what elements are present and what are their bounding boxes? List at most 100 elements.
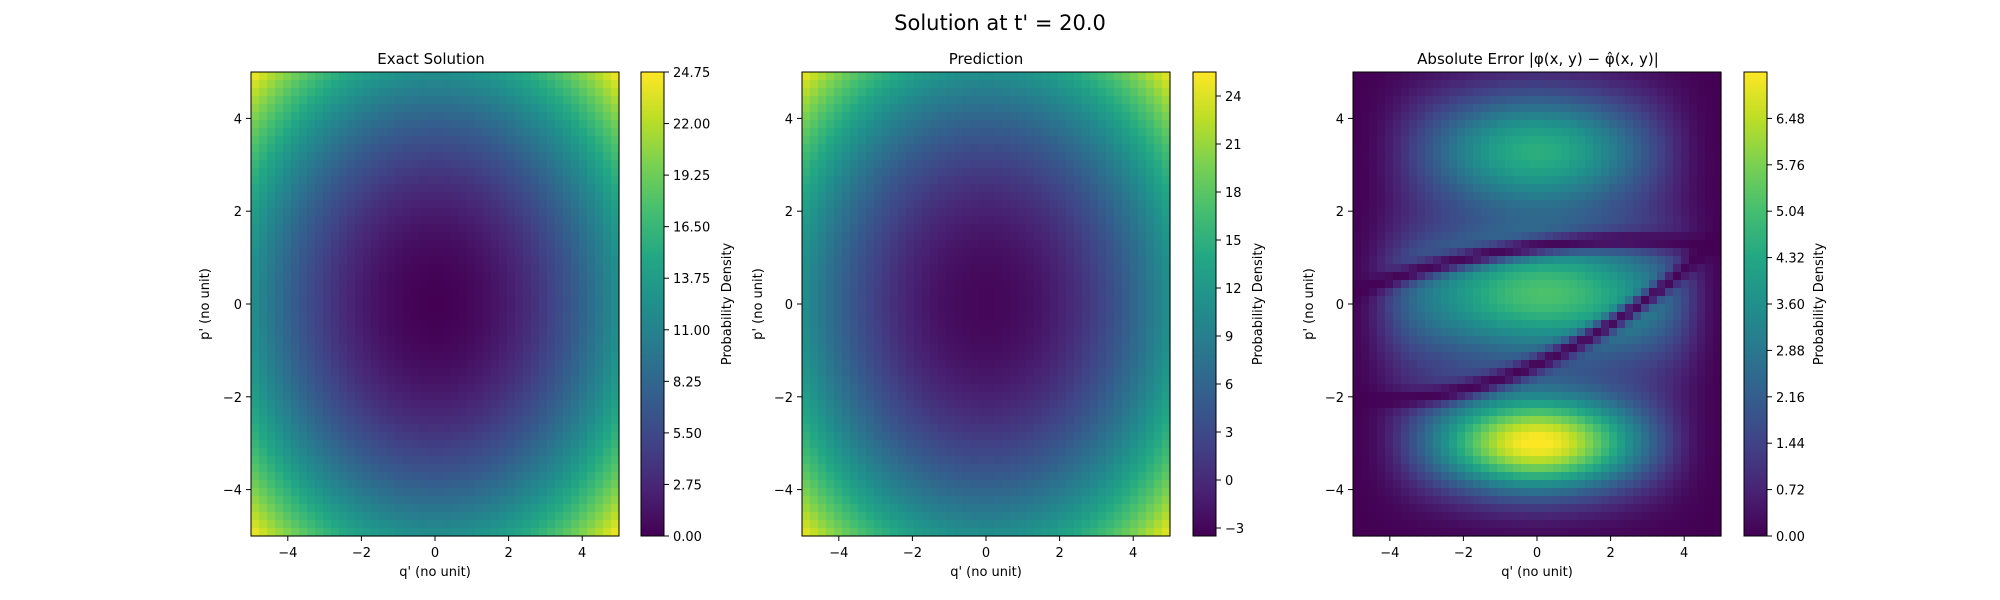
heatmap-cell [1058, 216, 1067, 225]
heatmap-cell [563, 304, 572, 313]
heatmap-cell [379, 392, 388, 401]
heatmap-cell [371, 136, 380, 145]
heatmap-cell [379, 368, 388, 377]
heatmap-cell [994, 352, 1003, 361]
heatmap-cell [283, 464, 292, 473]
heatmap-cell [938, 304, 947, 313]
heatmap-cell [962, 328, 971, 337]
heatmap-cell [954, 168, 963, 177]
heatmap-cell [451, 80, 460, 89]
heatmap-cell [595, 464, 604, 473]
heatmap-cell [898, 376, 907, 385]
heatmap-cell [403, 408, 412, 417]
heatmap-cell [499, 480, 508, 489]
heatmap-cell [611, 328, 620, 337]
heatmap-cell [810, 272, 819, 281]
heatmap-cell [299, 336, 308, 345]
heatmap-cell [491, 336, 500, 345]
heatmap-cell [571, 344, 580, 353]
heatmap-cell [850, 136, 859, 145]
heatmap-cell [1034, 224, 1043, 233]
heatmap-cell [1010, 240, 1019, 249]
heatmap-cell [507, 136, 516, 145]
heatmap-cell [435, 488, 444, 497]
heatmap-cell [411, 320, 420, 329]
heatmap-cell [355, 232, 364, 241]
heatmap-cell [1050, 320, 1059, 329]
heatmap-cell [459, 152, 468, 161]
heatmap-cell [1162, 104, 1171, 113]
heatmap-cell [858, 248, 867, 257]
heatmap-cell [563, 288, 572, 297]
heatmap-cell [515, 528, 524, 537]
heatmap-cell [1074, 80, 1083, 89]
heatmap-cell [403, 360, 412, 369]
heatmap-cell [467, 168, 476, 177]
heatmap-cell [395, 328, 404, 337]
heatmap-cell [491, 440, 500, 449]
heatmap-cell [443, 520, 452, 529]
heatmap-cell [563, 128, 572, 137]
heatmap-cell [1162, 232, 1171, 241]
heatmap-cell [1002, 224, 1011, 233]
heatmap-cell [930, 280, 939, 289]
heatmap-cell [1018, 248, 1027, 257]
heatmap-cell [451, 112, 460, 121]
heatmap-cell [1090, 208, 1099, 217]
heatmap-cell [475, 176, 484, 185]
heatmap-cell [371, 416, 380, 425]
heatmap-cell [834, 376, 843, 385]
heatmap-cell [515, 480, 524, 489]
heatmap-cell [1018, 424, 1027, 433]
heatmap-cell [283, 264, 292, 273]
heatmap-cell [898, 128, 907, 137]
heatmap-cell [930, 408, 939, 417]
heatmap-cell [810, 320, 819, 329]
heatmap-cell [611, 320, 620, 329]
heatmap-cell [491, 232, 500, 241]
heatmap-cell [962, 320, 971, 329]
heatmap-cell [275, 360, 284, 369]
heatmap-cell [323, 440, 332, 449]
heatmap-cell [850, 416, 859, 425]
heatmap-cell [842, 456, 851, 465]
heatmap-cell [603, 88, 612, 97]
heatmap-cell [323, 224, 332, 233]
heatmap-cell [323, 312, 332, 321]
heatmap-cell [531, 320, 540, 329]
heatmap-cell [946, 72, 955, 81]
heatmap-cell [818, 136, 827, 145]
heatmap-cell [515, 248, 524, 257]
heatmap-cell [930, 416, 939, 425]
heatmap-cell [850, 144, 859, 153]
heatmap-cell [1074, 136, 1083, 145]
heatmap-cell [1058, 256, 1067, 265]
heatmap-cell [459, 464, 468, 473]
heatmap-cell [547, 504, 556, 513]
heatmap-cell [307, 392, 316, 401]
heatmap-cell [387, 368, 396, 377]
heatmap-cell [331, 160, 340, 169]
heatmap-cell [403, 368, 412, 377]
heatmap-cell [858, 360, 867, 369]
heatmap-cell [842, 184, 851, 193]
heatmap-cell [363, 512, 372, 521]
heatmap-cell [1098, 96, 1107, 105]
heatmap-cell [1162, 248, 1171, 257]
heatmap-cell [1130, 200, 1139, 209]
heatmap-cell [315, 312, 324, 321]
heatmap-cell [579, 248, 588, 257]
heatmap-cell [890, 392, 899, 401]
heatmap-cell [826, 320, 835, 329]
heatmap-cell [427, 184, 436, 193]
heatmap-cell [1034, 72, 1043, 81]
heatmap-cell [579, 200, 588, 209]
heatmap-cell [611, 416, 620, 425]
heatmap-cell [307, 176, 316, 185]
heatmap-cell [1146, 232, 1155, 241]
heatmap-cell [1074, 128, 1083, 137]
heatmap-cell [435, 96, 444, 105]
heatmap-cell [858, 432, 867, 441]
heatmap-cell [866, 248, 875, 257]
heatmap-cell [994, 408, 1003, 417]
